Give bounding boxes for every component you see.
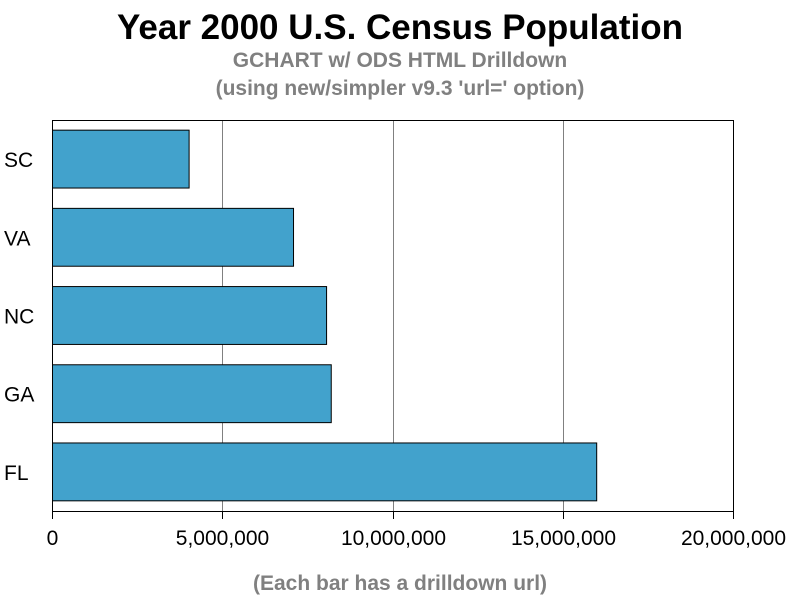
y-tick-label-ga: GA bbox=[4, 384, 34, 407]
bars bbox=[52, 129, 598, 502]
bar-nc[interactable] bbox=[52, 286, 328, 345]
y-tick-label-sc: SC bbox=[4, 149, 33, 172]
x-tick-label-4: 20,000,000 bbox=[681, 527, 786, 550]
y-tick-label-va: VA bbox=[4, 227, 30, 250]
x-tick-label-1: 5,000,000 bbox=[176, 527, 269, 550]
x-tick-label-0: 0 bbox=[47, 527, 59, 550]
chart-subtitle-line-1: GCHART w/ ODS HTML Drilldown bbox=[232, 49, 568, 72]
axes: SC VA NC GA FL 0 5,000,000 10,000,000 15,000,000… bbox=[4, 149, 786, 550]
chart-title: Year 2000 U.S. Census Population bbox=[116, 8, 684, 47]
x-tick-label-2: 10,000,000 bbox=[341, 527, 446, 550]
x-tick-label-3: 15,000,000 bbox=[511, 527, 616, 550]
chart-subtitle-line-2: (using new/simpler v9.3 'url=' option) bbox=[215, 77, 585, 100]
chart-footnote: (Each bar has a drilldown url) bbox=[252, 572, 548, 595]
y-tick-label-fl: FL bbox=[4, 462, 29, 485]
bar-va[interactable] bbox=[52, 207, 295, 267]
y-tick-label-nc: NC bbox=[4, 306, 34, 329]
bar-fl[interactable] bbox=[52, 442, 598, 502]
bar-ga[interactable] bbox=[52, 364, 332, 424]
bar-sc[interactable] bbox=[52, 129, 190, 189]
